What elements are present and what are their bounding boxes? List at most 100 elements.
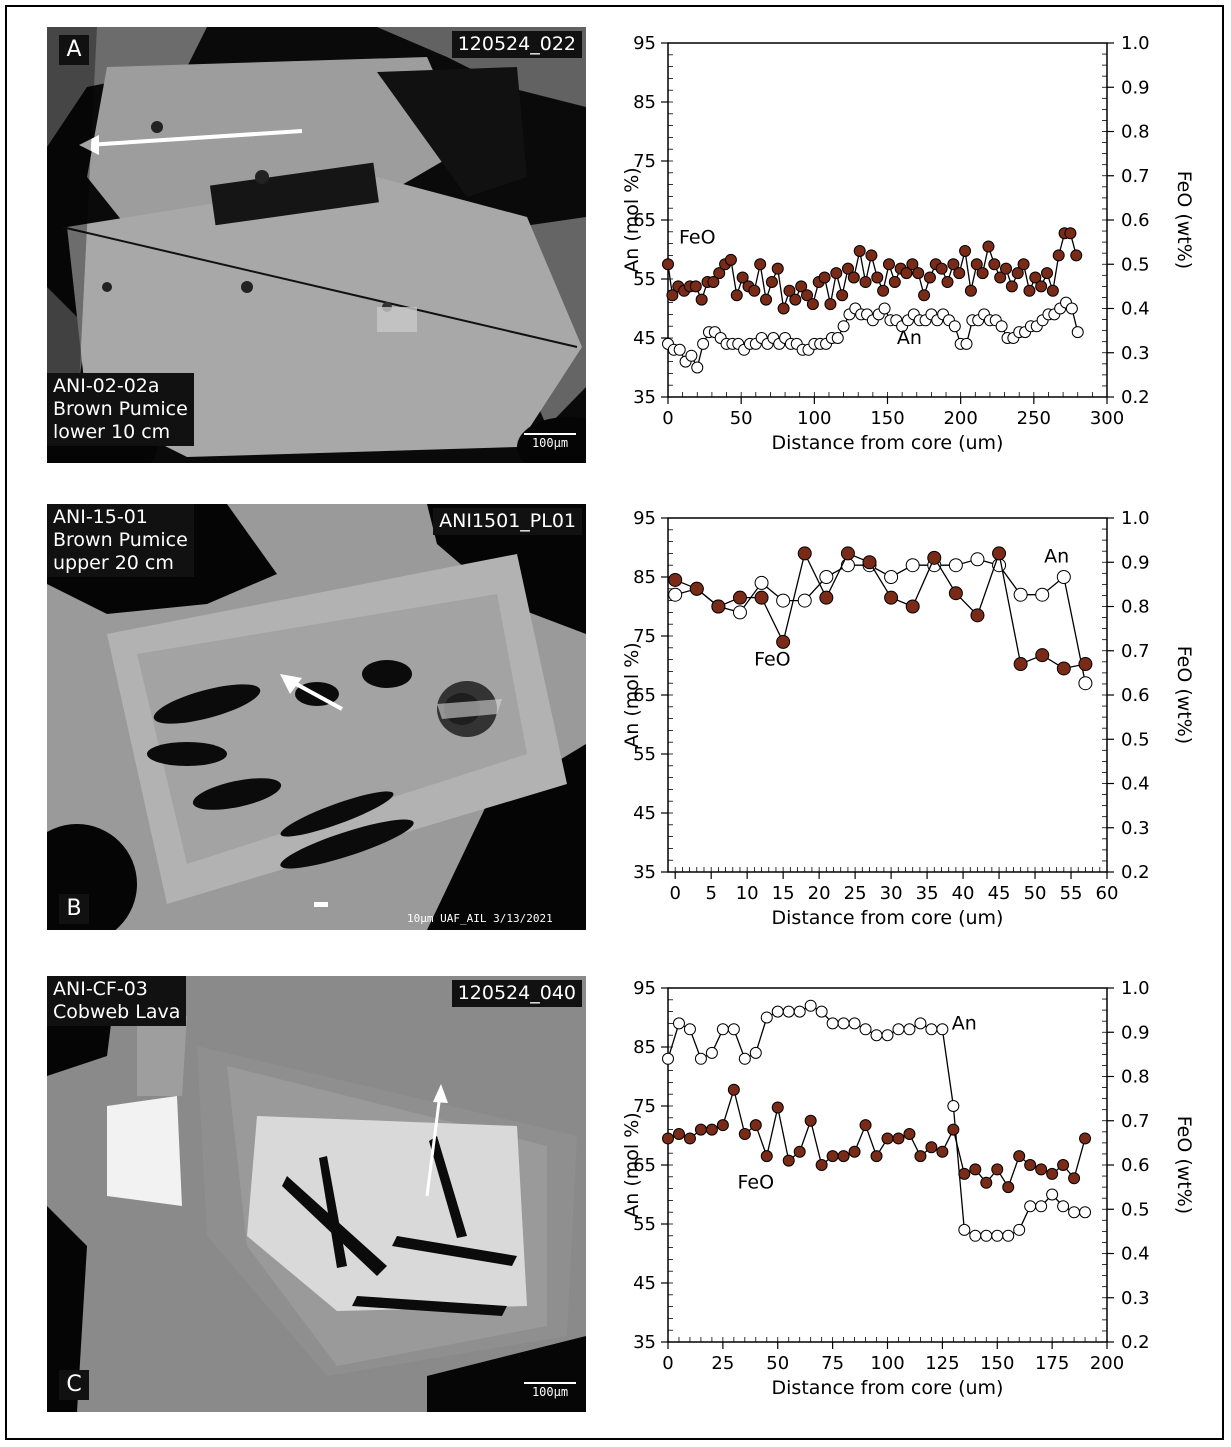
x-tick-label: 0: [669, 883, 680, 904]
point-an: [884, 570, 899, 584]
image-id-b: ANI1501_PL01: [433, 508, 582, 535]
point-feo: [1011, 267, 1024, 280]
point-an: [1013, 1223, 1026, 1236]
point-feo: [738, 1128, 751, 1141]
point-an: [831, 332, 844, 344]
chart-panel-b: 0 5 10 15 20 25 30 35 40 45 50 55 60 35 45 55 65 75 85 95 0.…: [621, 508, 1195, 929]
point-feo: [900, 267, 913, 280]
y2-tick-label: 0.5: [1121, 729, 1150, 750]
photo-panel-c: ANI-CF-03 Cobweb Lava 120524_040 C 100μm: [47, 976, 586, 1412]
point-feo: [776, 634, 791, 649]
x-tick-label: 175: [1035, 1353, 1069, 1374]
y2-tick-label: 1.0: [1121, 978, 1150, 999]
y2-tick-label: 0.2: [1121, 1332, 1150, 1353]
y-tick-label: 45: [633, 1273, 656, 1294]
point-feo: [1017, 258, 1030, 271]
point-feo: [748, 284, 761, 297]
point-an: [754, 575, 769, 590]
point-an: [995, 320, 1008, 333]
point-feo: [797, 546, 812, 561]
point-feo: [793, 1145, 806, 1158]
point-an: [914, 1017, 927, 1030]
x-tick-label: 40: [952, 883, 975, 904]
point-feo: [819, 590, 834, 605]
point-feo: [765, 275, 778, 288]
point-feo: [1046, 284, 1059, 297]
x-tick-label: 100: [870, 1353, 904, 1374]
point-an: [732, 605, 747, 620]
point-feo: [1056, 661, 1071, 676]
point-feo: [970, 258, 983, 271]
x-axis-label: Distance from core (um): [772, 1377, 1004, 1399]
point-an: [826, 1017, 839, 1030]
point-an: [970, 552, 985, 567]
point-an: [691, 361, 704, 374]
x-tick-label: 30: [880, 883, 903, 904]
point-an: [948, 320, 961, 333]
y2-tick-label: 0.9: [1121, 77, 1150, 98]
point-feo: [1035, 280, 1048, 293]
point-feo: [888, 275, 901, 288]
figure-frame: [5, 5, 1224, 1440]
chart-panel-c: 0 25 50 75 100 125 150 175 200 35 45 55 65 75 85 95 0.2 0…: [621, 978, 1195, 1399]
y-tick-label: 85: [633, 92, 656, 113]
point-feo: [716, 1119, 729, 1132]
x-tick-label: 300: [1090, 408, 1124, 429]
point-feo: [689, 280, 702, 293]
point-feo: [1052, 249, 1065, 262]
point-feo: [837, 1150, 850, 1163]
point-an: [685, 349, 698, 362]
y-tick-label: 35: [633, 387, 656, 408]
sample-label-a: ANI-02-02a Brown Pumice lower 10 cm: [47, 373, 194, 446]
point-feo: [882, 258, 895, 271]
point-an: [705, 1046, 718, 1059]
point-feo: [683, 1132, 696, 1145]
point-feo: [865, 249, 878, 262]
point-an: [815, 1005, 828, 1018]
point-an: [837, 1017, 850, 1030]
point-feo: [672, 1128, 685, 1141]
point-an: [969, 1229, 982, 1242]
y2-tick-label: 0.4: [1121, 1244, 1150, 1265]
point-an: [782, 1005, 795, 1018]
point-an: [1013, 587, 1028, 602]
x-tick-label: 50: [1024, 883, 1047, 904]
point-feo: [947, 258, 960, 271]
y-tick-label: 95: [633, 978, 656, 999]
y2-axis-label: FeO (wt%): [1173, 171, 1195, 269]
y2-tick-label: 0.5: [1121, 1199, 1150, 1220]
point-an: [1002, 1229, 1015, 1242]
point-an: [683, 1023, 696, 1036]
point-feo: [859, 275, 872, 288]
panel-letter-c: C: [59, 1370, 89, 1400]
point-an: [1071, 326, 1084, 339]
y2-tick-label: 0.6: [1121, 685, 1150, 706]
photo-panel-a: A 120524_022 ANI-02-02a Brown Pumice low…: [47, 27, 586, 463]
y2-tick-label: 0.6: [1121, 210, 1150, 231]
x-tick-label: 50: [766, 1353, 789, 1374]
x-axis-label: Distance from core (um): [772, 907, 1004, 929]
point-feo: [871, 271, 884, 284]
point-feo: [906, 258, 919, 271]
footer-text-b: 10μm UAF_AIL 3/13/2021: [407, 912, 553, 925]
point-feo: [991, 1163, 1004, 1176]
point-feo: [1013, 1150, 1026, 1163]
point-feo: [749, 1119, 762, 1132]
point-feo: [959, 244, 972, 257]
point-an: [1056, 570, 1071, 584]
point-feo: [1068, 1172, 1081, 1185]
y-tick-label: 85: [633, 567, 656, 588]
x-tick-label: 5: [705, 883, 716, 904]
x-tick-label: 55: [1060, 883, 1083, 904]
point-an: [1024, 1200, 1037, 1213]
point-feo: [694, 1123, 707, 1136]
series-annotation: FeO: [754, 649, 791, 671]
point-an: [881, 1029, 894, 1042]
point-feo: [727, 1083, 740, 1096]
y2-tick-label: 0.9: [1121, 552, 1150, 573]
point-feo: [754, 590, 769, 605]
point-feo: [1000, 262, 1013, 275]
point-feo: [994, 271, 1007, 284]
point-an: [727, 1023, 740, 1036]
point-feo: [826, 1150, 839, 1163]
